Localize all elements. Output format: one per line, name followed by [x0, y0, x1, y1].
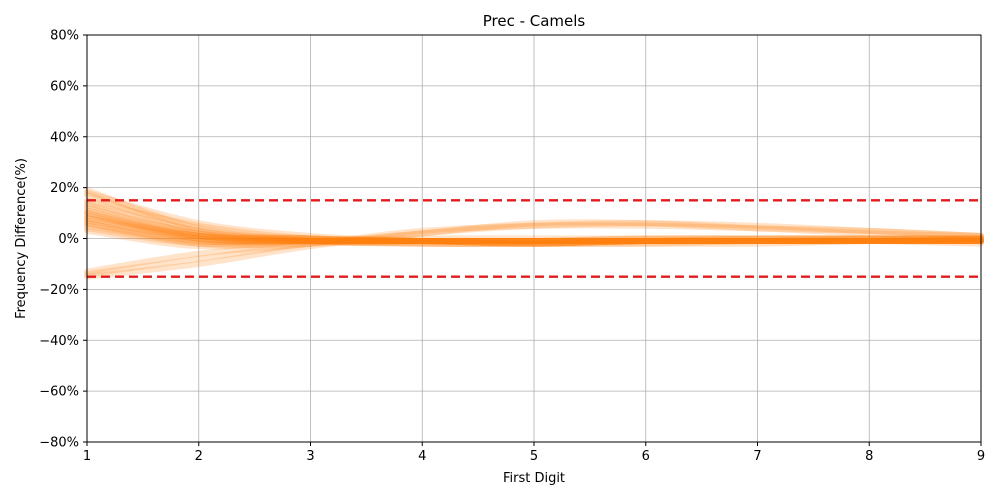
- y-tick-label: 80%: [50, 29, 79, 44]
- y-tick-label: −20%: [39, 283, 79, 298]
- series-line: [84, 220, 984, 280]
- series-line: [84, 197, 984, 247]
- y-tick-label: −80%: [39, 436, 79, 451]
- series-line: [84, 192, 984, 247]
- x-tick-label: 2: [195, 449, 203, 464]
- series-line: [84, 189, 984, 247]
- series-line: [84, 220, 984, 249]
- series-line: [84, 187, 984, 247]
- y-tick-label: −60%: [39, 385, 79, 400]
- x-ticks: 1 2 3 4 5 6 7 8 9: [83, 442, 985, 464]
- series-line: [84, 215, 984, 247]
- y-ticks: −80% −60% −40% −20% 0% 20% 40% 60% 80%: [39, 29, 87, 451]
- series-line: [84, 222, 984, 246]
- series-line: [84, 207, 984, 247]
- y-tick-label: 0%: [58, 232, 79, 247]
- x-tick-label: 3: [306, 449, 314, 464]
- x-tick-label: 8: [865, 449, 873, 464]
- series-line: [84, 212, 984, 245]
- series-line: [84, 202, 984, 247]
- y-tick-label: 40%: [50, 130, 79, 145]
- x-tick-label: 6: [642, 449, 650, 464]
- series-line: [84, 210, 984, 245]
- x-axis-label: First Digit: [503, 471, 565, 486]
- series-line: [84, 222, 984, 275]
- series-line: [84, 199, 984, 245]
- x-tick-label: 5: [530, 449, 538, 464]
- series-line: [84, 220, 984, 246]
- series-line: [84, 219, 984, 278]
- chart-title: Prec - Camels: [483, 12, 586, 30]
- series-line: [84, 225, 984, 248]
- x-tick-label: 1: [83, 449, 91, 464]
- y-axis-label: Frequency Difference(%): [14, 158, 29, 319]
- x-tick-label: 9: [977, 449, 985, 464]
- series-line: [84, 210, 984, 245]
- series-line: [84, 227, 984, 250]
- x-tick-label: 4: [418, 449, 426, 464]
- y-tick-label: 20%: [50, 181, 79, 196]
- y-tick-label: 60%: [50, 79, 79, 94]
- series-line: [84, 215, 984, 245]
- y-tick-label: −40%: [39, 334, 79, 349]
- series-line: [84, 204, 984, 245]
- series-line: [84, 217, 984, 245]
- series-lines: [84, 187, 984, 280]
- threshold-lines: [87, 199, 981, 278]
- x-tick-label: 7: [753, 449, 761, 464]
